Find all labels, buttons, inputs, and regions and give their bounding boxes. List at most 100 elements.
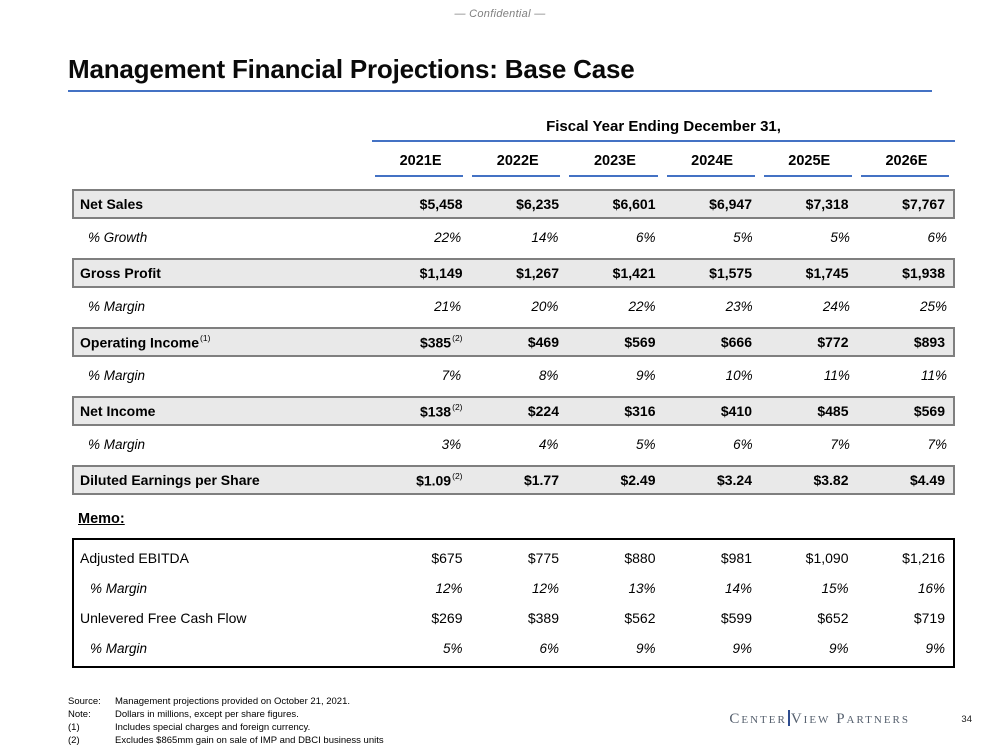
row-label: Net Income [80, 403, 156, 419]
value-cell: $1,216 [902, 550, 945, 566]
value-cell: 21% [434, 298, 462, 314]
footnote-ref: (2) [452, 332, 463, 343]
column-header: 2025E [788, 153, 831, 169]
value-cell: $2.49 [620, 472, 656, 488]
value-cell: $569 [913, 403, 945, 419]
fiscal-year-underline [372, 140, 955, 142]
column-header: 2022E [496, 153, 539, 169]
centerview-partners-logo: Center View Partners [729, 710, 910, 728]
value-cell: 13% [628, 580, 656, 596]
value-cell: 9% [925, 640, 945, 656]
value-cell: $599 [720, 610, 752, 626]
column-header-underline [761, 175, 858, 177]
value-cell: 4% [538, 436, 559, 452]
value-cell: $666 [720, 334, 752, 350]
value-cell: 7% [927, 436, 948, 452]
value-cell: 6% [636, 229, 656, 245]
footnote-ref: (2) [452, 401, 463, 412]
column-header-underline [372, 175, 469, 177]
value-cell: 11% [823, 367, 850, 383]
footnote-ref: (2) [452, 470, 463, 481]
value-cell: $652 [817, 610, 849, 626]
value-cell: 25% [920, 298, 948, 314]
value-cell: 5% [636, 436, 656, 452]
value-cell: $7,767 [902, 196, 945, 212]
value-cell: $485 [817, 403, 849, 419]
value-cell: $5,458 [419, 196, 463, 212]
value-cell: $389 [527, 610, 559, 626]
value-cell: $385(2) [419, 332, 463, 351]
row-label: Diluted Earnings per Share [80, 472, 260, 488]
value-cell: 9% [828, 640, 849, 656]
logo-text-right: View Partners [790, 711, 910, 727]
projections-table: Fiscal Year Ending December 31, 2021E 202… [72, 118, 955, 501]
value-cell: 12% [531, 580, 559, 596]
value-cell: 5% [733, 229, 753, 245]
value-cell: 22% [434, 229, 462, 245]
value-cell: 15% [821, 580, 849, 596]
table-row: % Margin 12% 12% 13% 14% 15% 16% [74, 573, 953, 603]
value-cell: $410 [720, 403, 752, 419]
value-cell: 14% [531, 229, 559, 245]
value-cell: 6% [733, 436, 753, 452]
table-row: % Margin 3% 4% 5% 6% 7% 7% [72, 432, 955, 456]
column-spacer [72, 175, 372, 177]
value-cell: $880 [624, 550, 656, 566]
title-underline [68, 90, 932, 92]
value-cell: $316 [624, 403, 656, 419]
footnote-label: Note: [68, 709, 91, 720]
value-cell: $772 [817, 334, 849, 350]
value-cell: 23% [725, 298, 753, 314]
value-cell: $6,947 [709, 196, 752, 212]
value-cell: 8% [538, 367, 559, 383]
value-cell: $1.77 [523, 472, 559, 488]
value-cell: $893 [913, 334, 945, 350]
value-cell: $3.82 [813, 472, 849, 488]
value-cell: $1,938 [902, 265, 945, 281]
column-header: 2026E [885, 153, 928, 169]
footnote-line: Source: Management projections provided o… [68, 695, 384, 708]
table-row: % Growth 22% 14% 6% 5% 5% 6% [72, 225, 955, 249]
table-row: Unlevered Free Cash Flow $269 $389 $562 $599… [74, 603, 953, 633]
row-label: % Margin [90, 580, 148, 596]
value-cell: 7% [830, 436, 850, 452]
value-cell: 12% [435, 580, 463, 596]
table-row: % Margin 5% 6% 9% 9% 9% 9% [74, 633, 953, 663]
footnote-label: (2) [68, 735, 80, 746]
column-header-underline [664, 175, 761, 177]
row-label: % Margin [90, 640, 148, 656]
value-cell: $1,745 [805, 265, 849, 281]
value-cell: $3.24 [716, 472, 752, 488]
value-cell: $7,318 [805, 196, 849, 212]
column-header: 2023E [593, 153, 636, 169]
column-underline-row [72, 175, 955, 177]
value-cell: 16% [917, 580, 945, 596]
value-cell: $1,421 [612, 265, 656, 281]
value-cell: 6% [927, 229, 948, 245]
footnote-line: (1) Includes special charges and foreign … [68, 721, 384, 734]
footnote-label: (1) [68, 722, 80, 733]
logo-divider-bar [787, 710, 790, 726]
footnote-line: (2) Excludes $865mm gain on sale of IMP a… [68, 734, 384, 747]
value-cell: $4.49 [909, 472, 945, 488]
value-cell: $1,090 [805, 550, 849, 566]
value-cell: 9% [732, 640, 752, 656]
value-cell: 22% [628, 298, 656, 314]
value-cell: $1,149 [419, 265, 463, 281]
value-cell: $6,601 [612, 196, 656, 212]
column-header-underline [469, 175, 566, 177]
value-cell: 10% [725, 367, 753, 383]
footnote-text: Management projections provided on Octob… [115, 696, 351, 707]
column-header-row: 2021E 2022E 2023E 2024E 2025E 2026E [72, 153, 955, 175]
fiscal-year-header: Fiscal Year Ending December 31, [546, 118, 781, 135]
value-cell: $469 [527, 334, 559, 350]
row-label: Unlevered Free Cash Flow [80, 610, 247, 626]
logo-text-left: Center [729, 711, 787, 727]
table-row: % Margin 21% 20% 22% 23% 24% 25% [72, 294, 955, 318]
row-label: Net Sales [80, 196, 144, 212]
value-cell: 6% [539, 640, 559, 656]
table-row: Operating Income(1) $385(2) $469 $569 $666 $7… [72, 327, 955, 357]
value-cell: 11% [921, 367, 948, 383]
value-cell: 5% [830, 229, 850, 245]
